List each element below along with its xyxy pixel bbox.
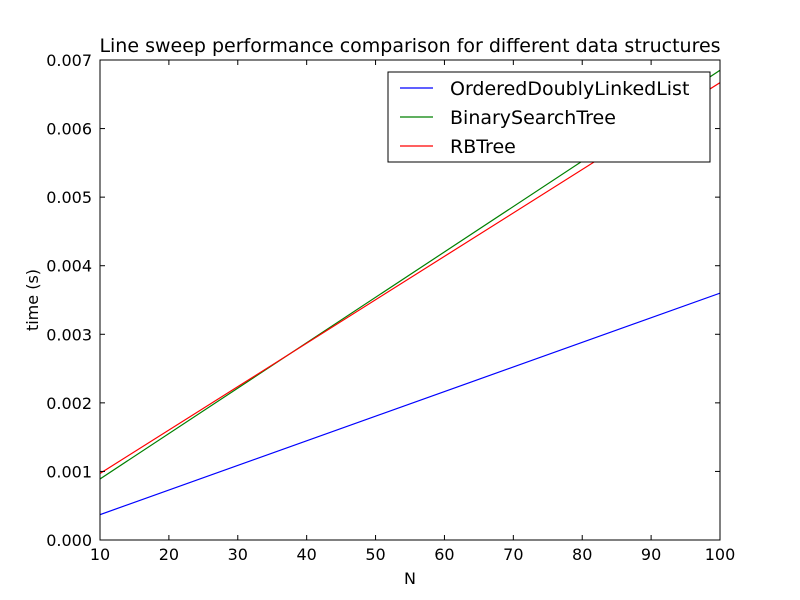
series-line bbox=[100, 292, 720, 516]
legend-label: RBTree bbox=[450, 136, 516, 158]
x-tick-label: 80 bbox=[572, 545, 592, 564]
x-tick-label: 30 bbox=[228, 545, 248, 564]
chart-title: Line sweep performance comparison for di… bbox=[99, 35, 720, 57]
x-tick-label: 10 bbox=[90, 545, 110, 564]
y-axis-label: time (s) bbox=[23, 269, 42, 331]
legend-label: BinarySearchTree bbox=[450, 107, 616, 129]
legend: OrderedDoublyLinkedList BinarySearchTree R… bbox=[387, 71, 711, 163]
y-tick-label: 0.002 bbox=[46, 394, 92, 413]
x-axis-label: N bbox=[404, 569, 416, 588]
y-tick-label: 0.005 bbox=[46, 188, 92, 207]
y-tick-label: 0.006 bbox=[46, 120, 92, 139]
y-tick-label: 0.000 bbox=[46, 531, 92, 550]
x-tick-label: 100 bbox=[705, 545, 736, 564]
legend-box bbox=[387, 71, 711, 163]
ticks-layer: 10 20 30 40 50 60 70 80 90 100 0.000 0.001 0.002 0.00… bbox=[46, 51, 735, 564]
plot-area: 10 20 30 40 50 60 70 80 90 100 0.000 0.001 0.002 0.00… bbox=[46, 51, 735, 564]
y-tick-label: 0.001 bbox=[46, 462, 92, 481]
y-tick-label: 0.007 bbox=[46, 51, 92, 70]
x-tick-label: 60 bbox=[434, 545, 454, 564]
y-tick-label: 0.003 bbox=[46, 325, 92, 344]
legend-label: OrderedDoublyLinkedList bbox=[450, 78, 689, 100]
x-tick-label: 20 bbox=[159, 545, 179, 564]
x-tick-label: 40 bbox=[296, 545, 316, 564]
x-tick-label: 70 bbox=[503, 545, 523, 564]
y-tick-label: 0.004 bbox=[46, 257, 92, 276]
x-tick-label: 90 bbox=[641, 545, 661, 564]
plot-frame bbox=[99, 59, 721, 541]
x-tick-label: 50 bbox=[365, 545, 385, 564]
